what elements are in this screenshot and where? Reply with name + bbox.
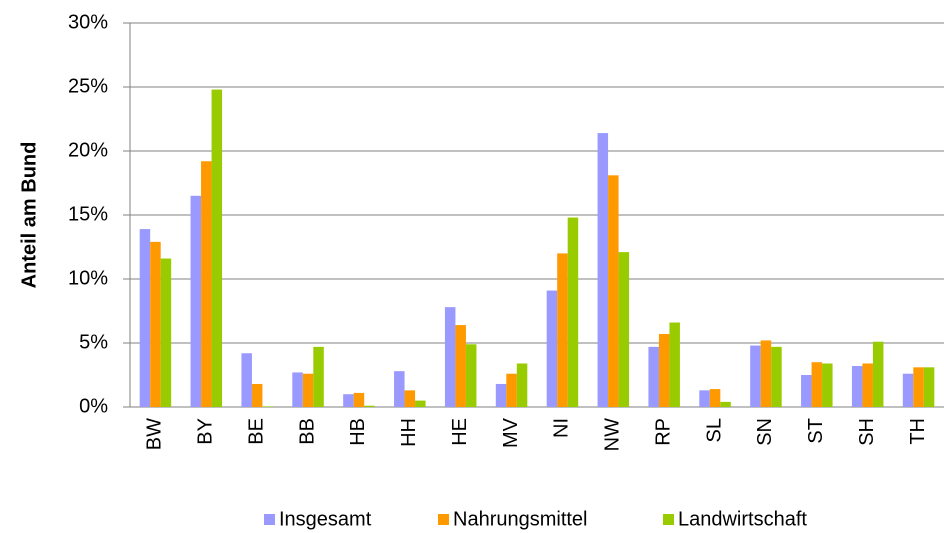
bar	[801, 375, 812, 407]
bar	[822, 363, 833, 407]
bar	[444, 307, 456, 407]
x-tick-label: SL	[703, 418, 725, 442]
bar	[567, 217, 579, 407]
bar	[516, 363, 528, 407]
bar	[313, 346, 324, 407]
y-axis-label: Anteil am Bund	[18, 142, 40, 289]
x-tick-label: NI	[551, 418, 573, 438]
bar	[750, 345, 761, 407]
bar	[506, 373, 517, 407]
x-tick-label: ST	[805, 418, 827, 444]
legend-swatch	[264, 514, 275, 525]
x-tick-label: SN	[754, 418, 776, 446]
x-tick-label: HE	[449, 418, 471, 446]
legend-label: Landwirtschaft	[678, 508, 807, 530]
y-tick-label: 5%	[79, 331, 108, 353]
legend-swatch	[438, 514, 449, 525]
bar	[343, 394, 354, 407]
x-tick-label: SH	[856, 418, 878, 446]
bar	[394, 371, 405, 407]
x-tick-label: HB	[347, 418, 369, 446]
bar	[262, 406, 273, 407]
x-tick-label: BB	[296, 418, 318, 445]
bar	[546, 290, 558, 407]
x-tick-label: NW	[602, 418, 624, 451]
bar	[404, 390, 416, 407]
bar	[658, 334, 670, 407]
bar	[364, 405, 375, 407]
bar	[495, 383, 507, 407]
legend-label: Nahrungsmittel	[453, 508, 588, 530]
bar	[241, 353, 252, 407]
bar	[190, 195, 202, 407]
y-tick-label: 15%	[68, 203, 108, 225]
x-tick-label: MV	[500, 417, 522, 448]
bar	[353, 392, 365, 407]
bar	[415, 400, 426, 407]
bar	[201, 161, 212, 407]
bar	[597, 133, 609, 407]
bar	[760, 340, 772, 407]
bar	[872, 341, 884, 407]
y-tick-label: 30%	[68, 11, 108, 33]
bar	[292, 372, 303, 407]
legend-label: Insgesamt	[279, 508, 372, 530]
bar	[851, 366, 863, 407]
bar	[771, 346, 782, 407]
bar	[902, 373, 914, 407]
bar	[557, 253, 568, 407]
bar	[669, 322, 680, 407]
bar	[302, 373, 314, 407]
bar	[862, 363, 873, 407]
x-tick-label: BW	[144, 418, 166, 450]
bar	[923, 367, 935, 407]
bar	[608, 175, 619, 407]
bar	[455, 325, 466, 407]
bar	[251, 383, 263, 407]
bar	[720, 401, 731, 407]
x-tick-label: HH	[398, 418, 420, 447]
bar	[465, 344, 477, 407]
bar	[618, 252, 630, 407]
bar	[709, 389, 721, 407]
bar	[648, 346, 659, 407]
y-tick-label: 0%	[79, 395, 108, 417]
bar	[211, 89, 223, 407]
bar	[139, 229, 151, 407]
x-tick-label: TH	[907, 418, 929, 445]
x-tick-label: RP	[652, 418, 674, 446]
bar	[160, 258, 172, 407]
bar	[811, 362, 823, 407]
bar	[913, 367, 924, 407]
x-tick-label: BE	[245, 418, 267, 445]
bar	[150, 241, 161, 407]
legend-swatch	[663, 514, 674, 525]
y-tick-label: 20%	[68, 139, 108, 161]
y-tick-label: 10%	[68, 267, 108, 289]
x-tick-label: BY	[195, 418, 217, 445]
bar	[699, 390, 710, 407]
y-tick-label: 25%	[68, 75, 108, 97]
